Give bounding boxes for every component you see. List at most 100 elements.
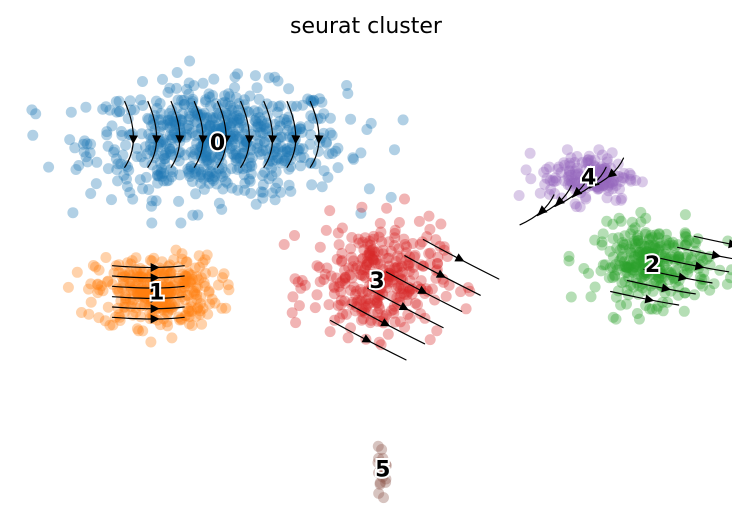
cell-point: [376, 458, 388, 470]
cell-point: [195, 272, 207, 284]
stream-arrowhead: [152, 135, 162, 145]
cell-point: [189, 148, 201, 160]
cell-point: [636, 238, 647, 250]
cell-point: [686, 252, 697, 263]
cell-point: [672, 239, 684, 251]
cell-point: [97, 103, 109, 115]
cell-point: [378, 272, 390, 284]
cell-point: [176, 94, 188, 106]
cell-point: [604, 262, 616, 274]
cell-point: [274, 115, 286, 127]
cell-point: [157, 119, 169, 131]
cell-point: [272, 143, 284, 154]
cell-point: [587, 169, 599, 181]
cell-point: [126, 255, 138, 267]
cell-point: [380, 473, 392, 485]
cell-point: [580, 193, 592, 205]
cell-point: [628, 254, 640, 265]
cell-point: [202, 308, 214, 320]
cell-point: [208, 73, 220, 85]
cell-point: [255, 148, 267, 160]
cell-point: [625, 259, 637, 271]
cell-point: [214, 142, 226, 154]
cell-point: [619, 256, 630, 268]
cell-point: [286, 307, 298, 319]
cell-point: [652, 257, 664, 269]
cell-point: [226, 140, 238, 152]
cell-point: [295, 151, 307, 163]
cell-point: [621, 298, 632, 310]
cell-point: [132, 287, 144, 299]
cell-point: [396, 260, 408, 272]
cell-point: [662, 264, 674, 276]
cell-point: [243, 173, 255, 185]
cell-point: [431, 258, 443, 270]
cell-point: [93, 312, 105, 324]
cell-point: [607, 311, 619, 323]
cell-point: [200, 150, 212, 162]
cell-point: [120, 293, 132, 305]
cell-point: [129, 281, 141, 293]
cell-point: [637, 249, 649, 261]
cell-point: [226, 117, 237, 129]
cell-point: [140, 283, 152, 295]
cell-point: [389, 144, 400, 156]
cell-point: [374, 464, 386, 476]
cell-point: [383, 260, 395, 272]
cell-point: [126, 297, 138, 309]
cell-point: [202, 154, 214, 166]
cell-point: [266, 162, 277, 174]
cell-point: [170, 151, 182, 163]
cell-point: [669, 265, 681, 277]
cell-point: [361, 285, 373, 297]
cell-point: [375, 275, 387, 287]
cell-point: [607, 178, 619, 190]
cell-point: [357, 236, 369, 248]
cell-point: [73, 160, 85, 171]
cell-point: [615, 194, 627, 206]
cell-point: [250, 112, 262, 124]
cell-point: [380, 459, 392, 470]
cell-point: [364, 317, 376, 329]
cell-point: [399, 239, 411, 250]
cell-point: [207, 175, 219, 186]
cell-point: [386, 290, 398, 302]
cell-point: [726, 264, 732, 276]
cell-point: [208, 129, 220, 141]
cell-point: [160, 291, 172, 303]
cell-point: [137, 267, 149, 279]
cell-point: [393, 243, 405, 255]
cell-point: [171, 67, 183, 78]
cell-point: [662, 296, 673, 308]
cell-point: [361, 124, 373, 135]
cell-point: [112, 175, 124, 187]
cell-point: [424, 258, 436, 270]
cell-point: [351, 285, 362, 297]
cell-point: [238, 141, 250, 153]
cell-point: [176, 253, 188, 265]
cell-point: [583, 267, 594, 279]
cell-point: [544, 175, 556, 186]
cell-point: [614, 255, 626, 267]
cell-point: [590, 164, 602, 176]
cell-point: [569, 169, 581, 181]
cell-point: [223, 88, 234, 100]
cell-point: [229, 145, 241, 156]
cell-point: [183, 123, 195, 135]
cell-point: [125, 104, 137, 116]
cell-point: [355, 264, 367, 276]
cell-point: [141, 286, 153, 298]
cell-point: [353, 237, 365, 249]
cell-point: [336, 255, 348, 266]
cell-point: [642, 246, 654, 258]
cell-point: [364, 250, 376, 261]
cell-point: [164, 117, 176, 129]
cell-point: [636, 258, 648, 270]
cell-point: [198, 138, 210, 149]
cell-point: [359, 264, 370, 276]
cell-point: [654, 240, 666, 252]
cell-point: [166, 104, 178, 116]
cell-point: [92, 279, 104, 291]
cell-point: [185, 161, 197, 173]
cell-point: [332, 227, 344, 239]
